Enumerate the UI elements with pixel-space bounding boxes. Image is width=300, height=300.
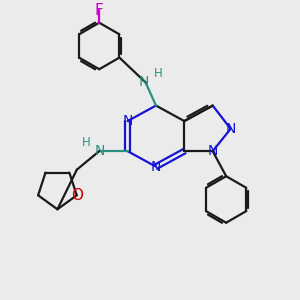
Text: N: N [139,75,149,89]
Text: N: N [225,122,236,136]
Text: N: N [95,144,105,158]
Text: O: O [71,188,83,203]
Text: N: N [208,144,218,158]
Text: N: N [122,114,133,128]
Text: F: F [95,3,103,18]
Text: H: H [154,68,162,80]
Text: N: N [151,160,161,174]
Text: H: H [81,136,90,149]
